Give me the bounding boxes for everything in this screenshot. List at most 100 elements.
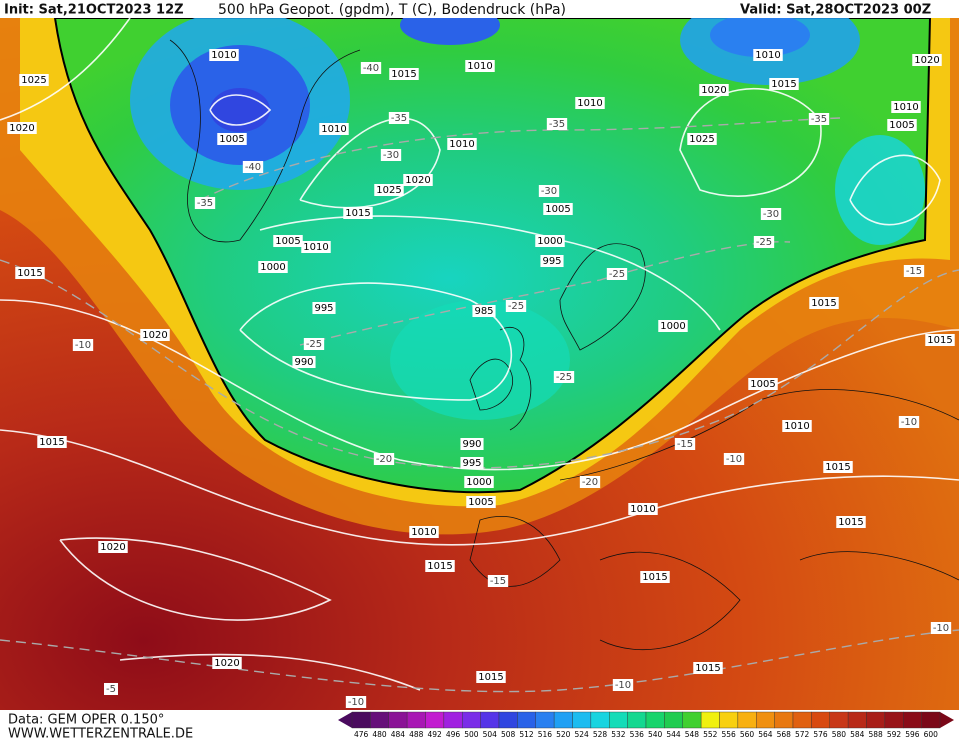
isobar-label-text: 1010 <box>411 527 436 538</box>
isobar-label-box <box>628 503 658 515</box>
isobar-label-box <box>464 476 494 488</box>
isobar-label-box <box>37 436 67 448</box>
temperature-label-box <box>903 265 925 277</box>
temperature-label-text: -10 <box>615 680 631 691</box>
temperature-label-text: -35 <box>391 113 407 124</box>
temperature-label-box <box>242 161 264 173</box>
legend-level: 520 <box>556 730 571 739</box>
isobar-label-box <box>447 138 477 150</box>
legend-swatch <box>388 711 408 729</box>
temperature-label-box <box>808 113 830 125</box>
legend-level: 544 <box>666 730 681 739</box>
temperature-label-text: -10 <box>933 623 949 634</box>
isobar-label-box <box>209 49 239 61</box>
isobar-label-box <box>769 78 799 90</box>
isobar-label-box <box>543 203 573 215</box>
isobar-label-box <box>466 496 496 508</box>
isobar-label: 1010 <box>447 138 477 150</box>
legend-level: 532 <box>611 730 626 739</box>
isobar-label-text: 1020 <box>214 658 239 669</box>
temperature-label-text: -15 <box>490 576 506 587</box>
temperature-label-text: -40 <box>363 63 379 74</box>
isobar-label-text: 1015 <box>811 298 836 309</box>
isobar-label-box <box>693 662 723 674</box>
temperature-label-text: -15 <box>906 266 922 277</box>
isobar-label-text: 1020 <box>142 330 167 341</box>
isobar-label-box <box>535 235 565 247</box>
isobar-label-text: 1025 <box>21 75 46 86</box>
temperature-label-text: -5 <box>106 684 116 695</box>
legend-swatch <box>645 711 665 729</box>
isobar-label: 1000 <box>464 476 494 488</box>
temperature-label-text: -35 <box>811 114 827 125</box>
temperature-label-box <box>579 476 601 488</box>
temperature-label-box <box>674 438 696 450</box>
legend-arrow-right <box>940 712 954 728</box>
isobar-label: 1020 <box>699 84 729 96</box>
isobar-label: 1020 <box>7 122 37 134</box>
legend-level: 584 <box>850 730 865 739</box>
temperature-label-box <box>606 268 628 280</box>
legend-level: 580 <box>832 730 847 739</box>
isobar-label-box <box>460 457 484 469</box>
temperature-label-text: -30 <box>383 150 399 161</box>
isobar-label-text: 1015 <box>642 572 667 583</box>
isobar-label-box <box>292 356 316 368</box>
isobar-label-box <box>140 329 170 341</box>
legend-swatch <box>847 711 867 729</box>
isobar-label-box <box>823 461 853 473</box>
isobars <box>0 17 959 691</box>
temperature-label: -35 <box>808 113 830 125</box>
isobar-label-box <box>748 378 778 390</box>
isobar-label-text: 1005 <box>219 134 244 145</box>
isobar-label-box <box>374 184 404 196</box>
temperature-label-text: -10 <box>726 454 742 465</box>
legend-swatch <box>792 711 812 729</box>
isobar-label-box <box>472 305 496 317</box>
legend-level: 592 <box>887 730 902 739</box>
isobar-label-box <box>19 74 49 86</box>
isobar-label-text: 995 <box>542 256 561 267</box>
isobar-label: 1010 <box>753 49 783 61</box>
temperature-label-box <box>194 197 216 209</box>
legend-swatch <box>627 711 647 729</box>
legend-level: 492 <box>428 730 443 739</box>
isobar-label-box <box>460 438 484 450</box>
color-legend: 476 480 484 488 492 496 500 504 508 512 516 520 524 5… <box>338 711 954 739</box>
temperature-label: -15 <box>487 575 509 587</box>
legend-swatch <box>462 711 481 729</box>
isobar-label-text: 1005 <box>468 497 493 508</box>
temperature-label-box <box>930 622 952 634</box>
temperature-label: -25 <box>303 338 325 350</box>
temperature-label-box <box>345 696 367 708</box>
temperature-label-text: -25 <box>756 237 772 248</box>
isobar-label: 1020 <box>98 541 128 553</box>
isobar-label-text: 1000 <box>466 477 491 488</box>
isobar-label-box <box>212 657 242 669</box>
isobar-label: 1005 <box>543 203 573 215</box>
isobar-label: 1010 <box>409 526 439 538</box>
temperature-label: -30 <box>380 149 402 161</box>
legend-level: 536 <box>630 730 645 739</box>
temperature-label-box <box>753 236 775 248</box>
temperature-label-box <box>360 62 382 74</box>
isobar-label: 1015 <box>343 207 373 219</box>
isobar-label-box <box>540 255 564 267</box>
temperature-label-box <box>760 208 782 220</box>
isobar-label-box <box>389 68 419 80</box>
isobar-label-box <box>312 302 336 314</box>
legend-swatch <box>756 711 775 729</box>
isobar-label-text: 1025 <box>689 134 714 145</box>
legend-swatch <box>498 711 518 729</box>
legend-level: 600 <box>924 730 939 739</box>
isobar-label-box <box>699 84 729 96</box>
temperature-label: -20 <box>579 476 601 488</box>
contour-labels: 1010101510101025102010051010101010101010… <box>7 49 955 708</box>
isobar-label-box <box>887 119 917 131</box>
temperature-label: -40 <box>360 62 382 74</box>
isobar-label: 1015 <box>823 461 853 473</box>
legend-swatch <box>572 711 592 729</box>
isobar-label-text: 1020 <box>9 123 34 134</box>
legend-swatch <box>406 711 426 729</box>
